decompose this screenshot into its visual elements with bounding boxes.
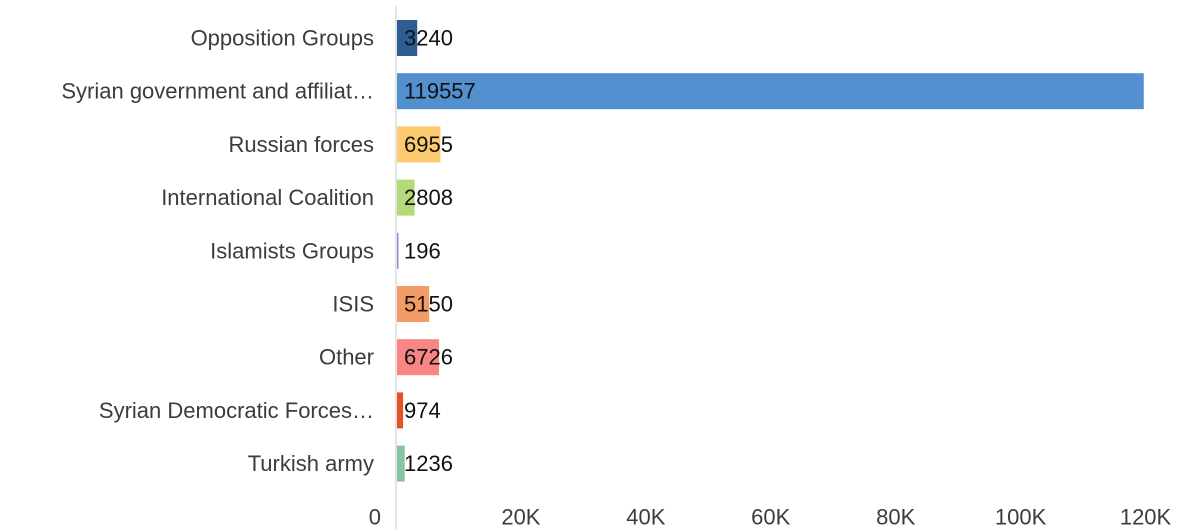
bars (397, 20, 1144, 482)
category-labels: Opposition Groups Syrian government and a… (61, 26, 374, 477)
value-label-international-coalition: 2808 (404, 185, 453, 210)
value-label-islamists-groups: 196 (404, 238, 441, 263)
value-label-opposition-groups: 3240 (404, 26, 453, 51)
value-label-other: 6726 (404, 345, 453, 370)
x-tick-label-120k: 120K (1120, 505, 1172, 529)
value-labels: 3240 119557 6955 2808 196 5150 6726 974 1236 (404, 26, 476, 477)
x-tick-label-0: 0 (369, 505, 381, 529)
x-axis-ticks: 0 20K 40K 60K 80K 100K 120K (369, 505, 1172, 529)
bar-isis (397, 286, 430, 322)
x-tick-label-60k: 60K (751, 505, 790, 529)
value-label-isis: 5150 (404, 292, 453, 317)
bar-russian-forces (397, 126, 441, 163)
category-label-opposition-groups: Opposition Groups (191, 26, 374, 51)
x-tick-label-80k: 80K (876, 505, 915, 529)
bar-syrian-government-and-affiliat (397, 73, 1144, 110)
x-tick-label-100k: 100K (995, 505, 1047, 529)
x-tick-label-20k: 20K (501, 505, 540, 529)
category-label-international-coalition: International Coalition (161, 185, 374, 210)
category-label-islamists-groups: Islamists Groups (210, 238, 374, 263)
value-label-turkish-army: 1236 (404, 451, 453, 476)
category-label-syrian-democratic-forces: Syrian Democratic Forces… (99, 398, 374, 423)
category-label-other: Other (319, 345, 374, 370)
bar-opposition-groups (397, 20, 418, 56)
bar-international-coalition (397, 179, 415, 216)
value-label-russian-forces: 6955 (404, 132, 453, 157)
x-tick-label-40k: 40K (626, 505, 665, 529)
category-label-russian-forces: Russian forces (228, 132, 374, 157)
bar-syrian-democratic-forces (397, 392, 404, 429)
bar-islamists-groups (397, 232, 399, 269)
category-label-syrian-government-and-affiliat: Syrian government and affiliat… (61, 79, 374, 104)
bar-turkish-army (397, 445, 405, 482)
value-label-syrian-democratic-forces: 974 (404, 398, 441, 423)
category-label-turkish-army: Turkish army (248, 451, 374, 476)
bar-other (397, 339, 440, 376)
value-label-syrian-government-and-affiliat: 119557 (404, 79, 476, 104)
category-label-isis: ISIS (332, 292, 374, 317)
